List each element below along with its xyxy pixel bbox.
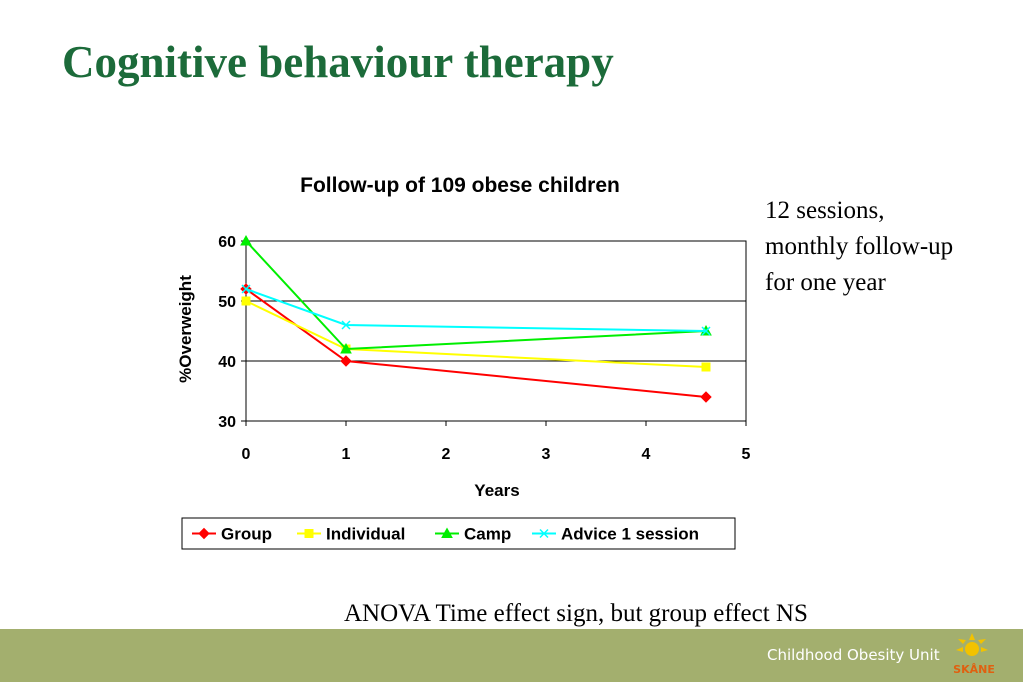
- note-line: 12 sessions,: [765, 197, 885, 224]
- slide-title: Cognitive behaviour therapy: [62, 37, 614, 87]
- data-point-camp: [240, 234, 252, 246]
- x-tick-label: 4: [642, 446, 651, 463]
- x-tick-label: 3: [542, 446, 551, 463]
- legend-label: Advice 1 session: [561, 525, 699, 544]
- y-tick-label: 30: [218, 414, 236, 431]
- y-tick-label: 40: [218, 354, 236, 371]
- footer-bar: Childhood Obesity Unit SKÅNE: [0, 629, 1023, 682]
- legend-label: Individual: [326, 525, 405, 544]
- data-point-camp: [340, 342, 352, 354]
- y-tick-label: 50: [218, 294, 236, 311]
- legend-marker-camp: [441, 527, 453, 538]
- data-point-advice-1-session: [341, 320, 351, 330]
- legend-marker-advice-1-session: [539, 528, 549, 539]
- x-tick-label: 5: [742, 446, 751, 463]
- data-point-group: [700, 391, 712, 403]
- x-tick-label: 2: [442, 446, 451, 463]
- logo-text: SKÅNE: [953, 663, 995, 676]
- data-point-individual: [241, 296, 251, 306]
- data-point-advice-1-session: [241, 284, 251, 294]
- series-line-advice-1-session: [245, 288, 707, 332]
- legend-marker-individual: [304, 529, 314, 538]
- data-point-group: [340, 355, 352, 367]
- legend-marker-group: [198, 527, 210, 540]
- x-axis-label: Years: [474, 481, 519, 500]
- note-line: monthly follow-up: [765, 233, 954, 260]
- data-point-advice-1-session: [701, 326, 711, 336]
- y-tick-label: 60: [218, 234, 236, 251]
- footer-text: Childhood Obesity Unit: [767, 646, 940, 664]
- note-line: for one year: [765, 269, 886, 296]
- x-tick-label: 1: [342, 446, 351, 463]
- legend-label: Camp: [464, 525, 511, 544]
- x-tick-label: 0: [242, 446, 251, 463]
- legend-label: Group: [221, 525, 272, 544]
- data-point-individual: [701, 362, 711, 372]
- session-note: 12 sessions, monthly follow-up for one y…: [765, 193, 953, 301]
- anova-note: ANOVA Time effect sign, but group effect…: [344, 600, 808, 627]
- plot-area: [245, 240, 747, 422]
- skane-logo: SKÅNE: [953, 633, 995, 676]
- y-axis-label: %Overweight: [176, 275, 195, 383]
- legend: Group Individual Camp Advice 1 session: [181, 517, 736, 550]
- chart-title: Follow-up of 109 obese children: [300, 174, 620, 197]
- series-line-camp: [245, 240, 707, 351]
